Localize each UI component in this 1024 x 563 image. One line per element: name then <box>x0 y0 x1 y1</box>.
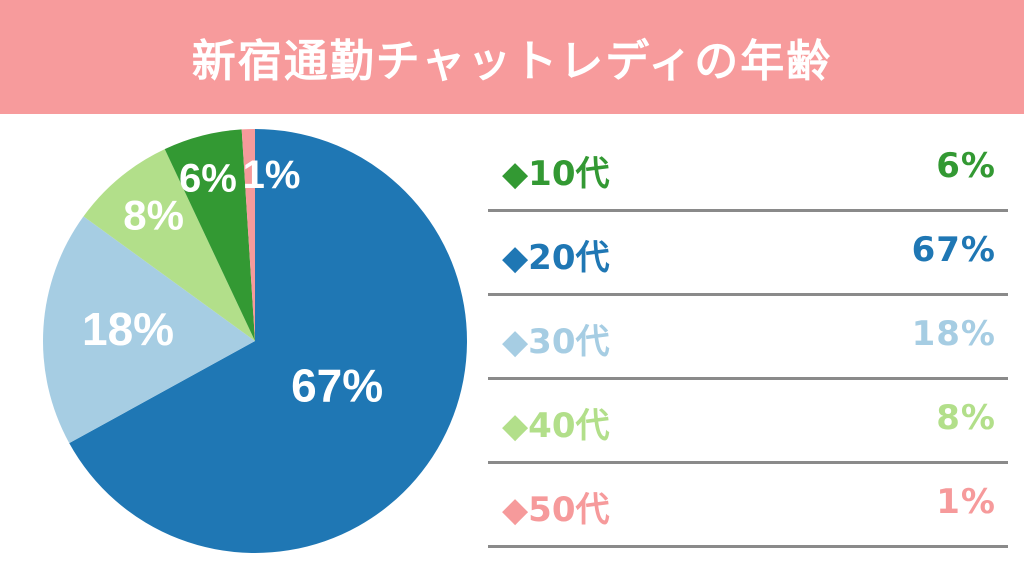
pie-label-20代: 67% <box>291 360 383 412</box>
legend-percent: 18% <box>911 314 996 354</box>
pie-slice-40代 <box>83 149 255 341</box>
legend-percent: 67% <box>911 230 996 270</box>
pie-label-50代: 1% <box>243 153 301 197</box>
pie-slice-50代 <box>241 129 255 341</box>
legend-row-40s: ◆40代 8% <box>488 380 1008 464</box>
legend-row-50s: ◆50代 1% <box>488 464 1008 548</box>
legend-label: ◆20代 <box>502 238 610 278</box>
diamond-icon: ◆ <box>502 490 529 530</box>
pie-chart: 67% 18% 8% 6% 1% <box>40 126 470 556</box>
pie-label-10代: 6% <box>179 156 237 200</box>
legend-row-10s: ◆10代 6% <box>488 128 1008 212</box>
diamond-icon: ◆ <box>502 238 529 278</box>
pie-svg: 67% 18% 8%6% 1% <box>42 129 468 553</box>
chart-title: 新宿通勤チャットレディの年齢 <box>191 36 833 87</box>
pie-slice-30代 <box>42 216 255 444</box>
diamond-icon: ◆ <box>502 322 529 362</box>
pie-label-30代: 18% <box>82 303 174 355</box>
legend-label: ◆30代 <box>502 322 610 362</box>
diamond-icon: ◆ <box>502 154 529 194</box>
diamond-icon: ◆ <box>502 406 529 446</box>
pie-label-40代: 8% <box>123 192 184 239</box>
legend-row-30s: ◆30代 18% <box>488 296 1008 380</box>
pie-slice-20代 <box>69 129 468 553</box>
legend-label: ◆10代 <box>502 154 610 194</box>
legend-percent: 6% <box>936 146 996 186</box>
chart-header: 新宿通勤チャットレディの年齢 <box>0 0 1024 114</box>
legend-label: ◆40代 <box>502 406 610 446</box>
legend-label: ◆50代 <box>502 490 610 530</box>
pie-slice-10代 <box>164 129 255 341</box>
legend-percent: 8% <box>936 398 996 438</box>
legend-table: ◆10代 6% ◆20代 67% ◆30代 18% ◆40代 8% ◆50代 1… <box>488 128 1008 548</box>
legend-percent: 1% <box>936 482 996 522</box>
legend-row-20s: ◆20代 67% <box>488 212 1008 296</box>
